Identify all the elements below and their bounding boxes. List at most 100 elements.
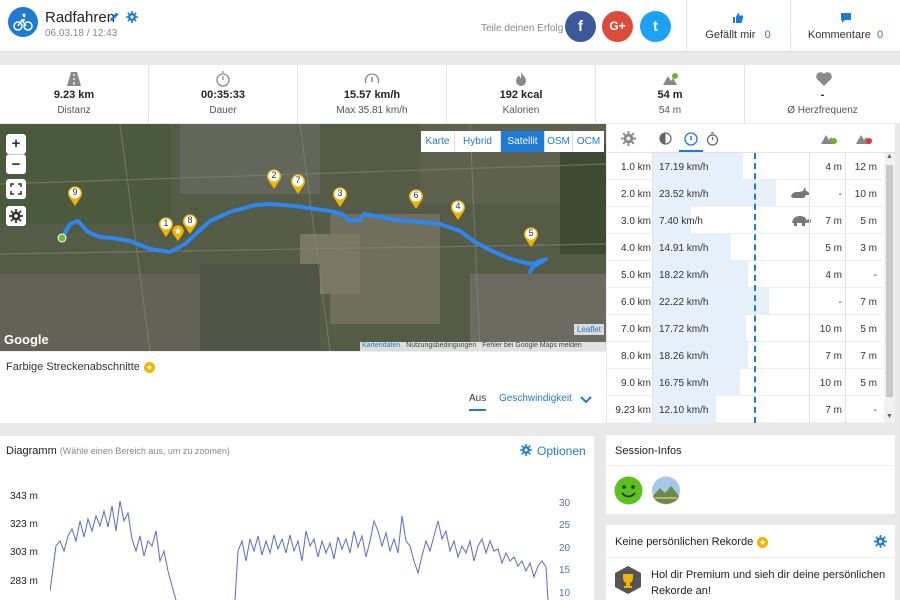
split-elevation-up: 7 m	[825, 405, 842, 416]
thumbs-up-icon	[732, 12, 744, 27]
split-km: 3.0 km	[620, 216, 651, 227]
route-map[interactable]: 1 2 3 4 5 6 7 8 9 + − Google Leaflet Kartendaten…	[0, 124, 606, 351]
chevron-down-icon[interactable]	[580, 392, 592, 410]
elevation-up-icon	[662, 71, 678, 92]
route-marker-3[interactable]: 3	[332, 186, 348, 208]
split-elevation-down: 5 m	[860, 216, 877, 227]
layer-satellit-button[interactable]: Satellit	[501, 131, 545, 152]
split-elevation-down: 3 m	[860, 243, 877, 254]
speed-tab[interactable]	[679, 128, 703, 152]
google-plus-share-button[interactable]: G+	[602, 11, 633, 42]
map-data-link[interactable]: Kartendaten	[362, 342, 401, 349]
stat-distance: 9.23 km Distanz	[0, 65, 148, 123]
route-marker-star[interactable]	[171, 224, 185, 242]
split-speed: 23.52 km/h	[659, 189, 709, 200]
map-attribution: Kartendaten Nutzungsbedingungen Fehler bei…	[360, 342, 606, 351]
fullscreen-button[interactable]	[6, 179, 26, 199]
stat-value: 192 kcal	[499, 89, 543, 101]
y-right-tick: 20	[559, 543, 571, 554]
split-row: 4.0 km 14.91 km/h 5 m 3 m	[607, 234, 883, 261]
split-speed-bar	[652, 396, 716, 422]
segments-tab-off[interactable]: Aus	[469, 393, 487, 411]
marker-number: 9	[72, 187, 78, 197]
comments-button[interactable]: Kommentare 0	[791, 0, 900, 52]
split-km: 1.0 km	[620, 162, 651, 173]
pace-chart-icon[interactable]	[659, 132, 672, 150]
stat-value: 00:35:33	[200, 89, 246, 101]
split-speed-bar	[652, 315, 746, 341]
personal-records-panel: Keine persönlichen Rekorde ★ Hol dir Prem…	[606, 525, 895, 600]
split-speed: 22.22 km/h	[659, 297, 709, 308]
route-marker-1[interactable]: 1	[158, 216, 174, 238]
terms-link[interactable]: Nutzungsbedingungen	[406, 342, 477, 349]
stopwatch-icon[interactable]	[706, 132, 719, 151]
stat-duration: 00:35:33 Dauer	[149, 65, 297, 123]
stat-label: Distanz	[57, 105, 91, 116]
stat-label: Dauer	[209, 105, 237, 116]
like-count: 0	[764, 29, 771, 41]
marker-number: 8	[187, 215, 193, 225]
diagram-options-button[interactable]: Optionen	[520, 444, 586, 458]
terrain-photo-icon[interactable]	[651, 476, 681, 510]
stat-value: 9.23 km	[53, 89, 95, 101]
gear-icon[interactable]	[126, 10, 138, 28]
split-row: 9.23 km 12.10 km/h 7 m -	[607, 396, 883, 423]
stat-speed: 15.57 km/h Max 35.81 km/h	[298, 65, 446, 123]
split-elevation-up: 4 m	[825, 162, 842, 173]
gear-icon	[9, 209, 23, 223]
route-marker-9[interactable]: 9	[67, 185, 83, 207]
twitter-icon: t	[653, 18, 658, 35]
split-row: 3.0 km 7.40 km/h 7 m 5 m	[607, 207, 883, 234]
layer-hybrid-button[interactable]: Hybrid	[455, 131, 501, 152]
heart-icon	[815, 71, 833, 92]
flame-icon	[513, 71, 529, 92]
rabbit-icon	[789, 186, 811, 203]
split-speed-bar	[652, 342, 748, 368]
route-marker-8[interactable]: 8	[182, 213, 198, 235]
layer-ocm-button[interactable]: OCM	[573, 131, 604, 152]
split-row: 9.0 km 16.75 km/h 10 m 5 m	[607, 369, 883, 396]
facebook-share-button[interactable]: f	[565, 11, 596, 42]
gear-icon[interactable]	[621, 131, 636, 151]
stat-value: -	[820, 89, 825, 101]
gear-icon[interactable]	[874, 535, 887, 553]
route-marker-6[interactable]: 6	[408, 188, 424, 210]
route-marker-4[interactable]: 4	[450, 199, 466, 221]
diagram-title: Diagramm	[6, 445, 57, 457]
split-row: 8.0 km 18.26 km/h 7 m 7 m	[607, 342, 883, 369]
smiley-mood-icon[interactable]	[614, 476, 643, 510]
comments-label: Kommentare	[807, 29, 871, 41]
segments-title: Farbige Streckenabschnitte	[6, 361, 140, 373]
split-km: 8.0 km	[620, 351, 651, 362]
twitter-share-button[interactable]: t	[640, 11, 671, 42]
map-settings-button[interactable]	[6, 206, 26, 226]
like-button[interactable]: Gefällt mir 0	[687, 0, 789, 52]
split-elevation-up: 10 m	[819, 324, 842, 335]
zoom-out-button[interactable]: −	[6, 154, 26, 174]
stat-label: Ø Herzfrequenz	[787, 105, 858, 116]
route-marker-7[interactable]: 7	[290, 173, 306, 195]
split-speed-bar	[652, 207, 691, 233]
speedometer-icon	[684, 132, 698, 146]
report-error-link[interactable]: Fehler bei Google Maps melden	[482, 342, 582, 349]
route-marker-2[interactable]: 2	[266, 168, 282, 190]
edit-pencil-icon[interactable]	[108, 10, 120, 28]
stat-label: Max 35.81 km/h	[336, 105, 408, 116]
zoom-in-button[interactable]: +	[6, 134, 26, 154]
layer-osm-button[interactable]: OSM	[545, 131, 573, 152]
route-marker-5[interactable]: 5	[523, 226, 539, 248]
route-overlay	[57, 202, 548, 274]
split-speed: 18.26 km/h	[659, 351, 709, 362]
road-icon	[66, 71, 82, 92]
segments-tab-speed[interactable]: Geschwindigkeit	[499, 393, 572, 404]
marker-number: 3	[337, 188, 343, 198]
average-speed-line	[754, 153, 756, 423]
stat-heart-rate: - Ø Herzfrequenz	[745, 65, 900, 123]
leaflet-attribution[interactable]: Leaflet	[574, 324, 605, 335]
split-km: 9.0 km	[620, 378, 651, 389]
facebook-icon: f	[578, 18, 583, 35]
layer-karte-button[interactable]: Karte	[421, 131, 455, 152]
split-speed-bar	[652, 288, 769, 314]
splits-scrollbar[interactable]: ▲ ▼	[884, 153, 895, 423]
elevation-speed-diagram[interactable]: Diagramm (Wähle einen Bereich aus, um zu…	[0, 436, 594, 600]
